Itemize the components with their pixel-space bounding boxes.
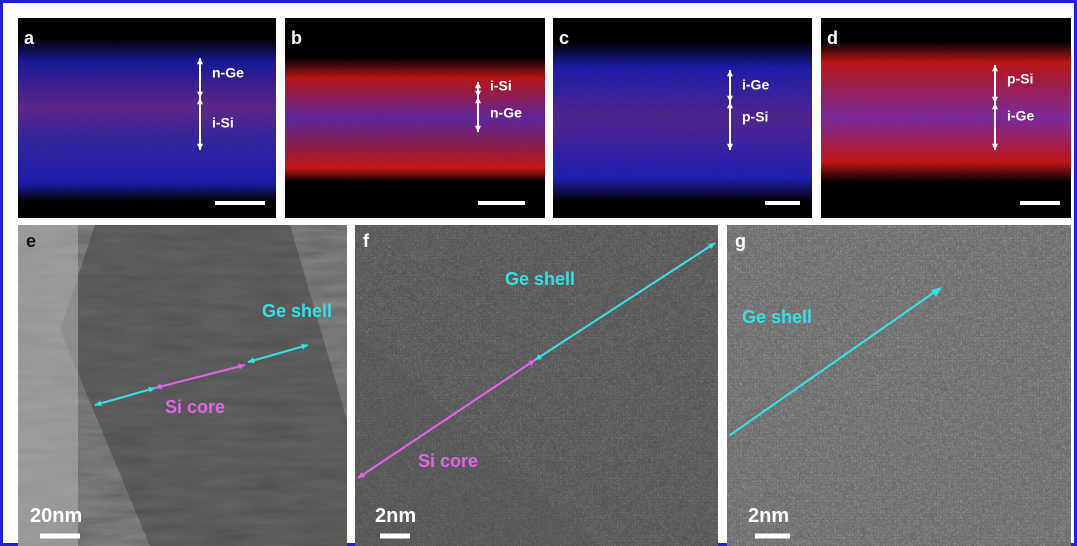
region-label: Ge shell	[505, 269, 575, 289]
scale-label: 2nm	[375, 505, 416, 527]
layer-label: i-Ge	[742, 77, 769, 93]
region-label: Ge shell	[742, 307, 812, 327]
panel-letter: g	[735, 231, 746, 251]
layer-label: i-Si	[212, 115, 234, 131]
panel-letter: d	[827, 28, 838, 48]
panel-letter: b	[291, 28, 302, 48]
layer-label: i-Ge	[1007, 108, 1034, 124]
map-noise	[18, 18, 276, 218]
layer-label: i-Si	[490, 78, 512, 94]
region-label: Ge shell	[262, 301, 332, 321]
region-label: Si core	[165, 397, 225, 417]
layer-label: p-Si	[742, 109, 768, 125]
panel-letter: a	[24, 28, 35, 48]
figure: a n-Ge i-Si b i-Si n-Ge c i-Ge p-Si d p-Si i-Ge e Ge …	[0, 0, 1077, 546]
layer-label: n-Ge	[212, 65, 244, 81]
panel-letter: f	[363, 231, 370, 251]
panels: a n-Ge i-Si b i-Si n-Ge c i-Ge p-Si d p-Si i-Ge e Ge …	[18, 18, 1071, 546]
layer-label: p-Si	[1007, 71, 1033, 87]
panel-letter: e	[26, 231, 36, 251]
region-label: Si core	[418, 451, 478, 471]
panel-letter: c	[559, 28, 569, 48]
background-left	[18, 225, 78, 546]
map-noise	[553, 18, 812, 218]
tem-texture	[727, 225, 1071, 546]
layer-label: n-Ge	[490, 105, 522, 121]
scale-label: 20nm	[30, 505, 82, 527]
scale-label: 2nm	[748, 505, 789, 527]
